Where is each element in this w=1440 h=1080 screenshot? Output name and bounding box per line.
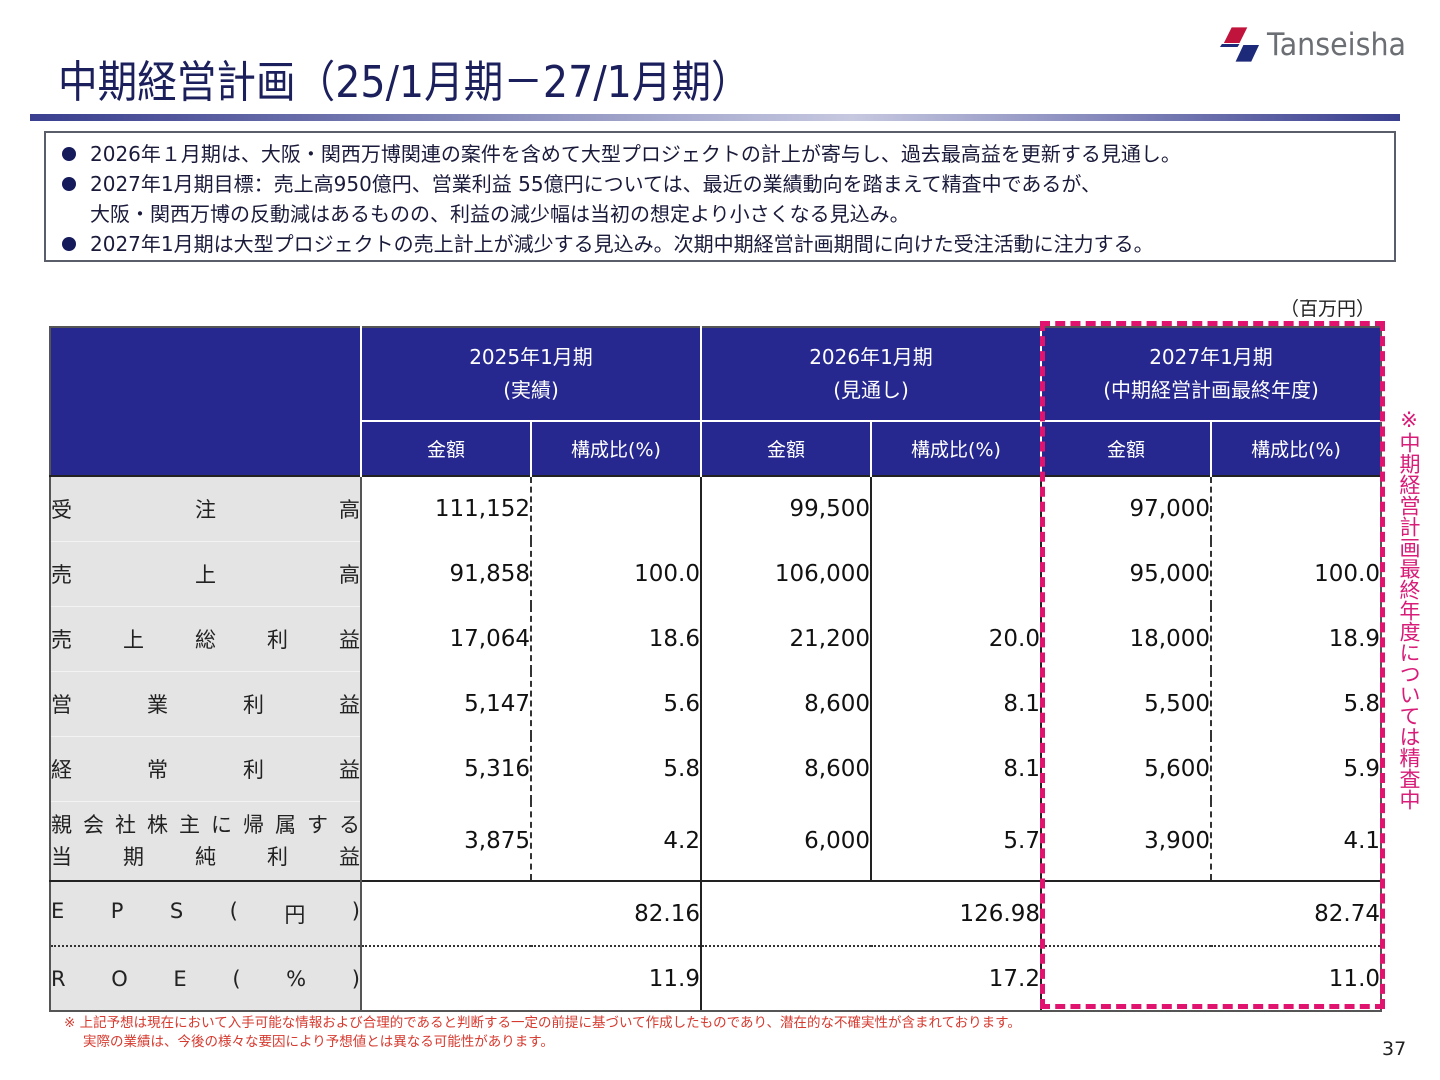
row-label: 売上総利益 — [50, 606, 362, 672]
financial-plan-table: 2025年1月期 (実績) 2026年1月期 (見通し) 2027年1月期 (中期経営… — [49, 326, 1383, 1012]
page-title: 中期経営計画（25/1月期－27/1月期） — [58, 57, 751, 108]
row-label: R O E(%) — [50, 945, 362, 1012]
column-header-amount: 金額 — [700, 421, 871, 476]
column-header-ratio: 構成比(%) — [530, 421, 701, 476]
table-row: 経常利益 5,316 5.8 8,600 8.1 5,600 5.9 — [50, 736, 1382, 802]
table-row: 受注高 111,152 99,500 97,000 — [50, 475, 1382, 542]
summary-bullet: 2027年1月期は大型プロジェクトの売上計上が減少する見込み。次期中期経営計画期… — [62, 229, 1384, 259]
title-underline — [30, 114, 1400, 121]
table-row: 営業利益 5,147 5.6 8,600 8.1 5,500 5.8 — [50, 671, 1382, 737]
disclaimer-footnote: ※ 上記予想は現在において入手可能な情報および合理的であると判断する一定の前提に… — [64, 1015, 1021, 1050]
row-label: 営業利益 — [50, 671, 362, 737]
unit-label: （百万円） — [1280, 298, 1376, 320]
row-label: 売上高 — [50, 541, 362, 607]
period-header: 2025年1月期 (実績) — [360, 327, 701, 422]
table-row: 売上総利益 17,064 18.6 21,200 20.0 18,000 18.… — [50, 606, 1382, 672]
column-header-amount: 金額 — [360, 421, 531, 476]
column-header-ratio: 構成比(%) — [1209, 421, 1382, 476]
row-label: 親会社株主に帰属する 当期純利益 — [50, 801, 362, 882]
header-corner — [50, 327, 362, 476]
summary-continuation: 大阪・関西万博の反動減はあるものの、利益の減少幅は当初の想定より小さくなる見込み… — [90, 202, 910, 226]
period-header: 2026年1月期 (見通し) — [700, 327, 1041, 422]
row-label: 受注高 — [50, 475, 362, 542]
table-row: 売上高 91,858 100.0 106,000 95,000 100.0 — [50, 541, 1382, 607]
bullet-icon — [62, 237, 76, 251]
table-row-eps: E P S(円) 82.16 126.98 82.74 — [50, 880, 1382, 947]
row-label: 経常利益 — [50, 736, 362, 802]
table-row-roe: R O E(%) 11.9 17.2 11.0 — [50, 945, 1382, 1012]
row-label: E P S(円) — [50, 880, 362, 947]
logo-text: Tanseisha — [1266, 27, 1406, 63]
summary-bullet: 2026年１月期は、大阪・関西万博関連の案件を含めて大型プロジェクトの計上が寄与… — [62, 139, 1384, 169]
bullet-icon — [62, 177, 76, 191]
period-header: 2027年1月期 (中期経営計画最終年度) — [1039, 327, 1382, 422]
side-note: ※中期経営計画最終年度については精査中 — [1397, 408, 1421, 810]
column-header-ratio: 構成比(%) — [870, 421, 1041, 476]
table-row: 親会社株主に帰属する 当期純利益 3,875 4.2 6,000 5.7 3,9… — [50, 801, 1382, 882]
summary-box: 2026年１月期は、大阪・関西万博関連の案件を含めて大型プロジェクトの計上が寄与… — [44, 131, 1396, 262]
column-header-amount: 金額 — [1040, 421, 1211, 476]
bullet-icon — [62, 147, 76, 161]
summary-bullet: 2027年1月期目標：売上高950億円、営業利益 55億円については、最近の業績… — [62, 169, 1384, 199]
page-number: 37 — [1382, 1038, 1407, 1060]
tanseisha-mark-icon — [1219, 27, 1260, 62]
company-logo: Tanseisha — [1218, 22, 1418, 68]
